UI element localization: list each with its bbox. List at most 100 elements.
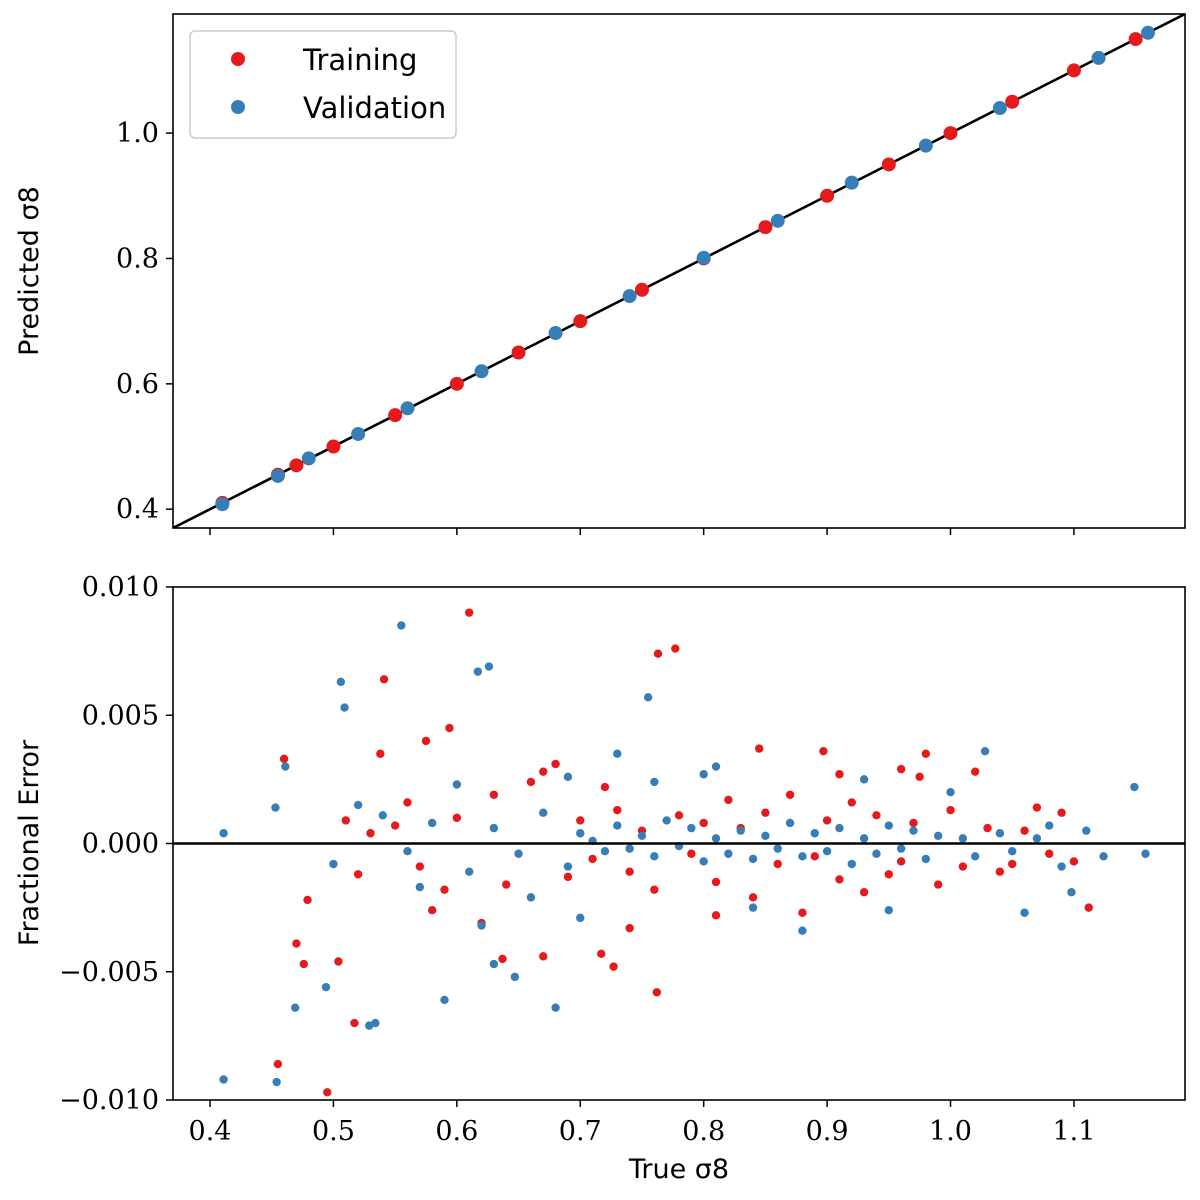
training-point	[452, 813, 462, 823]
validation-point	[378, 811, 388, 820]
y-tick-label: 0.4	[116, 494, 159, 525]
validation-point	[219, 1075, 228, 1084]
training-point	[415, 862, 425, 871]
training-point	[502, 880, 511, 889]
validation-point	[835, 823, 844, 833]
training-point	[588, 854, 597, 864]
y-tick-label: 0.010	[82, 572, 159, 603]
validation-point	[219, 829, 228, 838]
bottom-y-axis-label: Fractional Error	[14, 739, 45, 946]
training-point	[822, 816, 832, 825]
bottom-validation-points	[219, 621, 1150, 1087]
validation-point	[477, 921, 486, 930]
validation-point	[551, 1003, 560, 1012]
x-tick-label: 0.4	[189, 1116, 232, 1147]
top-axes-frame	[172, 13, 1186, 529]
training-point	[464, 608, 474, 617]
training-point	[388, 408, 403, 423]
y-tick-label: 0.8	[116, 243, 159, 274]
validation-point	[1020, 908, 1029, 917]
validation-point	[650, 852, 659, 861]
training-point	[1084, 903, 1093, 912]
training-point	[711, 877, 721, 887]
legend-training-label: Training	[302, 43, 417, 77]
training-point	[366, 829, 375, 838]
y-tick-label: 0.000	[82, 829, 159, 860]
validation-point	[440, 995, 449, 1005]
training-point	[1069, 857, 1079, 866]
validation-point	[474, 364, 489, 379]
validation-point	[1067, 888, 1076, 897]
validation-point	[711, 834, 721, 843]
training-point	[376, 749, 385, 758]
training-point	[933, 880, 943, 889]
validation-point	[1057, 862, 1066, 871]
validation-point	[301, 451, 316, 466]
validation-point	[484, 662, 494, 671]
training-point	[526, 777, 536, 787]
bottom-panel: −0.010 −0.005 0.000 0.005 0.010 0.4 0.5 0.6 0.7…	[14, 572, 1186, 1185]
validation-point	[403, 846, 412, 856]
training-point	[539, 767, 548, 776]
validation-point	[1099, 852, 1108, 861]
validation-point	[489, 959, 499, 969]
validation-point	[773, 844, 782, 853]
training-point	[390, 821, 400, 830]
training-point	[539, 952, 548, 961]
training-point	[773, 859, 782, 869]
x-tick-label: 0.5	[312, 1116, 355, 1147]
x-tick-label: 1.0	[929, 1116, 972, 1147]
validation-point	[1008, 846, 1017, 856]
training-point	[761, 808, 770, 817]
validation-point	[992, 101, 1007, 116]
training-point	[634, 282, 649, 297]
legend-validation-marker	[231, 100, 245, 114]
training-point	[600, 782, 610, 792]
x-tick-label: 1.1	[1052, 1116, 1095, 1147]
validation-point	[736, 826, 745, 835]
training-point	[1066, 63, 1081, 78]
validation-point	[473, 667, 483, 676]
y-tick-label: 0.6	[116, 369, 159, 400]
validation-point	[400, 401, 415, 416]
training-point	[379, 675, 389, 684]
training-point	[859, 888, 869, 897]
validation-point	[933, 831, 943, 841]
validation-point	[699, 770, 708, 779]
validation-point	[785, 818, 795, 828]
validation-point	[1141, 849, 1150, 858]
validation-point	[637, 831, 647, 841]
validation-point	[770, 213, 785, 228]
training-point	[819, 746, 828, 756]
training-point	[896, 764, 906, 774]
validation-point	[909, 826, 918, 835]
training-point	[573, 314, 588, 329]
validation-point	[946, 788, 955, 797]
validation-point	[576, 913, 585, 923]
validation-point	[539, 808, 548, 817]
validation-point	[340, 703, 349, 712]
validation-point	[329, 859, 338, 869]
validation-point	[321, 982, 331, 992]
training-point	[798, 908, 807, 917]
training-point	[563, 872, 573, 882]
training-point	[334, 957, 343, 966]
validation-point	[970, 852, 980, 861]
training-point	[970, 767, 980, 776]
training-point	[847, 798, 856, 807]
training-point	[896, 857, 906, 866]
validation-point	[600, 846, 610, 856]
training-point	[748, 893, 758, 902]
validation-point	[1140, 25, 1155, 40]
training-point	[884, 870, 894, 879]
bottom-training-points	[273, 608, 1093, 1097]
y-tick-label: −0.005	[59, 957, 159, 988]
training-point	[1020, 826, 1029, 835]
validation-point	[514, 849, 523, 858]
training-point	[1057, 808, 1066, 817]
legend: Training Validation	[189, 30, 457, 139]
validation-point	[613, 749, 622, 758]
training-point	[958, 862, 968, 871]
validation-point	[1032, 834, 1042, 843]
top-x-ticks	[209, 528, 1075, 535]
